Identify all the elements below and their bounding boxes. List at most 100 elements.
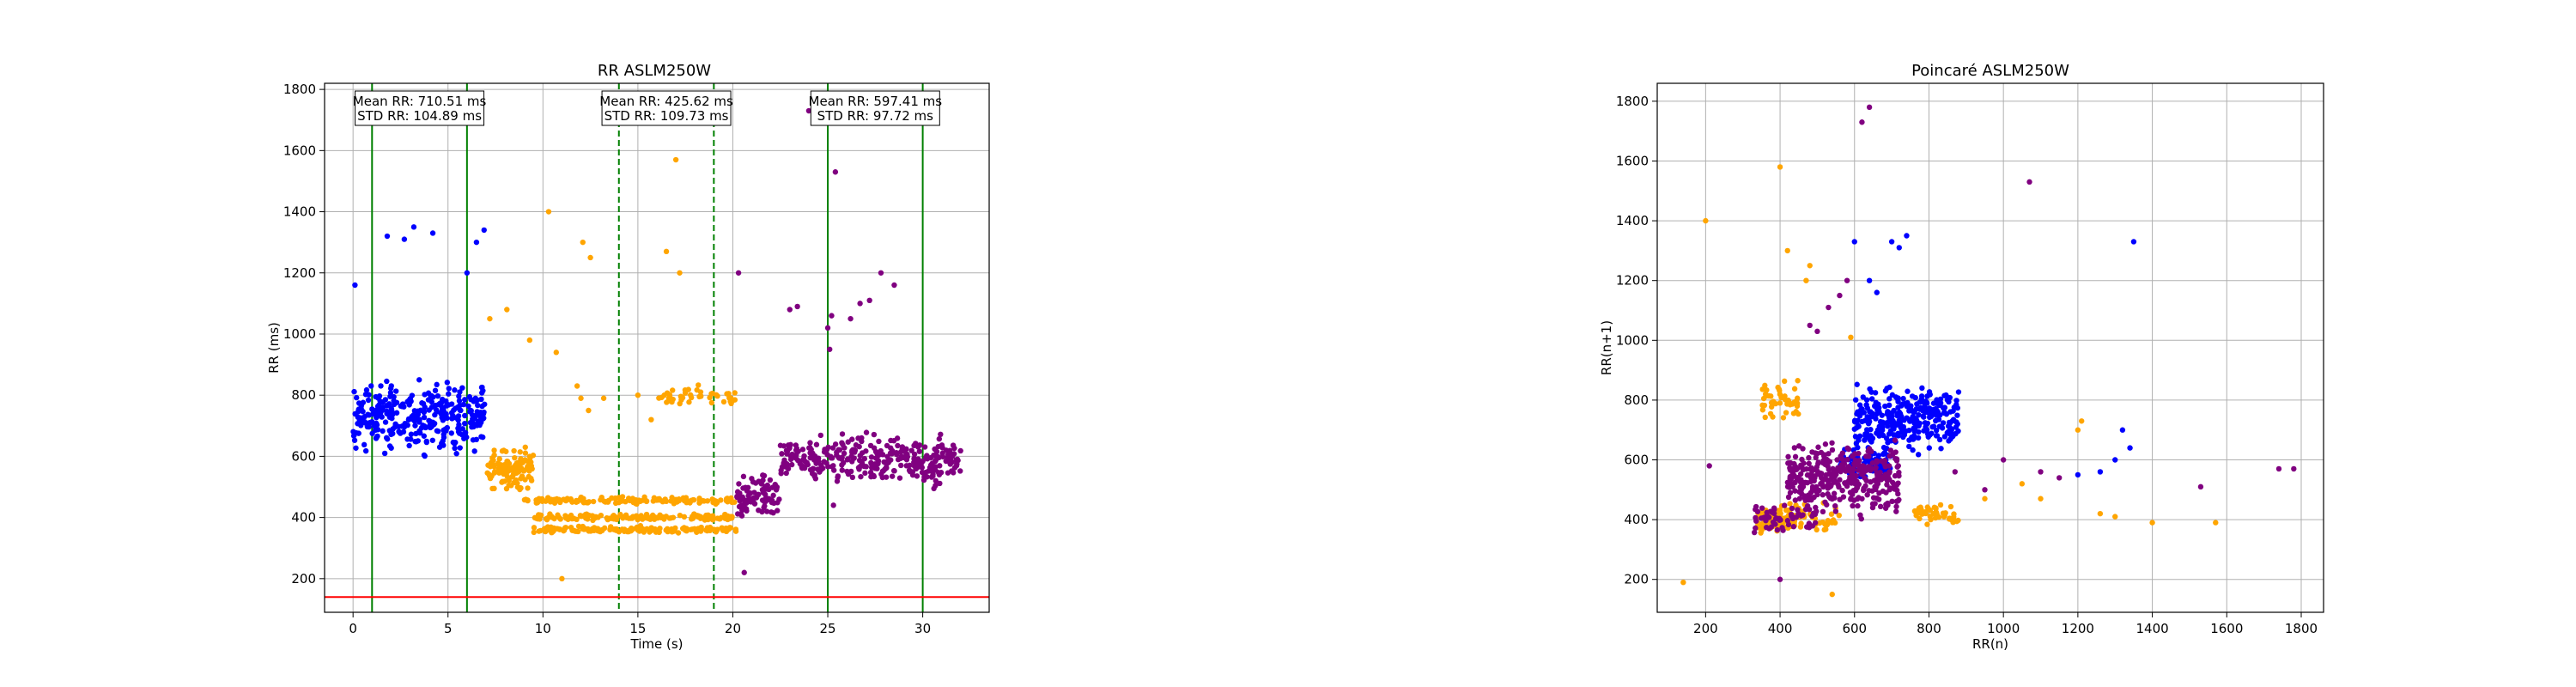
data-point	[1807, 466, 1814, 472]
data-point	[1753, 518, 1759, 524]
x-tick-label: 800	[1917, 621, 1941, 636]
data-point	[1850, 502, 1856, 509]
data-point	[1866, 488, 1872, 494]
data-point	[616, 499, 622, 506]
x-tick-label: 5	[444, 621, 453, 636]
data-point	[1886, 453, 1893, 459]
data-point	[1863, 477, 1869, 483]
data-point	[1806, 497, 1812, 503]
data-point	[598, 496, 604, 503]
data-point	[398, 403, 404, 410]
data-point	[744, 497, 750, 504]
data-point	[452, 445, 458, 452]
data-point	[736, 481, 742, 487]
data-point	[1776, 515, 1783, 522]
data-point	[1834, 457, 1840, 463]
data-point	[1832, 471, 1838, 478]
data-point	[2119, 427, 2126, 433]
data-point	[1766, 514, 1772, 520]
data-point	[770, 509, 776, 516]
data-point	[1866, 104, 1873, 111]
data-point	[907, 468, 914, 475]
data-point	[578, 513, 584, 520]
data-point	[362, 392, 369, 398]
data-point	[1789, 401, 1795, 407]
data-point	[1855, 444, 1861, 451]
data-point	[586, 499, 592, 505]
data-point	[799, 463, 805, 469]
data-point	[891, 282, 897, 289]
data-point	[815, 466, 821, 472]
data-point	[1856, 402, 1863, 408]
data-point	[895, 456, 902, 463]
data-point	[863, 464, 869, 470]
data-point	[1940, 510, 1947, 516]
data-point	[672, 156, 679, 163]
data-point	[1888, 239, 1895, 245]
data-point	[352, 282, 358, 289]
data-point	[408, 436, 414, 442]
data-point	[537, 516, 543, 522]
data-point	[1826, 304, 1832, 311]
annotation-1-std: STD RR: 104.89 ms	[357, 108, 482, 124]
data-point	[1815, 460, 1821, 467]
data-point	[823, 460, 829, 466]
data-point	[1838, 465, 1844, 471]
poincare-chart-points	[1680, 104, 2297, 598]
data-point	[936, 471, 943, 477]
data-point	[1780, 527, 1786, 533]
y-tick-label: 1000	[283, 326, 316, 342]
y-tick-label: 1200	[1616, 273, 1649, 289]
data-point	[1909, 434, 1915, 441]
data-point	[491, 485, 497, 492]
data-point	[464, 270, 471, 276]
data-point	[834, 449, 840, 455]
data-point	[1871, 403, 1878, 410]
data-point	[1825, 518, 1832, 524]
data-point	[1823, 526, 1829, 532]
data-point	[953, 463, 960, 469]
data-point	[1856, 411, 1863, 418]
data-point	[478, 384, 485, 391]
data-point	[369, 406, 375, 412]
data-point	[1982, 495, 1988, 502]
data-point	[1893, 482, 1900, 489]
data-point	[1893, 508, 1899, 514]
data-point	[1813, 454, 1819, 461]
data-point	[957, 468, 963, 474]
data-point	[1924, 521, 1930, 527]
data-point	[1771, 507, 1777, 513]
data-point	[741, 569, 747, 575]
data-point	[1893, 455, 1899, 462]
data-point	[901, 447, 907, 454]
data-point	[1784, 518, 1791, 524]
data-point	[1857, 512, 1863, 519]
data-point	[918, 461, 924, 467]
data-point	[1790, 524, 1797, 530]
poincare-chart-ticks: 200 400 600 800 1000 1200 1400 1600 1800 200 400 60…	[1616, 94, 2318, 636]
data-point	[845, 456, 851, 462]
data-point	[848, 315, 854, 322]
data-point	[421, 414, 428, 421]
data-point	[516, 460, 523, 467]
data-point	[401, 424, 408, 430]
data-point	[849, 436, 855, 442]
data-point	[1784, 247, 1790, 254]
data-point	[767, 477, 774, 483]
data-point	[950, 442, 957, 448]
data-point	[1882, 403, 1888, 410]
data-point	[1860, 487, 1867, 494]
data-point	[523, 496, 529, 502]
data-point	[1952, 469, 1959, 475]
data-point	[1830, 465, 1836, 472]
x-tick-label: 1800	[2285, 621, 2318, 636]
data-point	[452, 387, 458, 393]
poincare-chart-grid	[1657, 83, 2324, 612]
data-point	[841, 445, 848, 451]
data-point	[939, 443, 945, 449]
data-point	[718, 497, 724, 503]
data-point	[1809, 449, 1815, 455]
data-point	[448, 401, 455, 407]
data-point	[696, 495, 702, 502]
data-point	[1947, 431, 1953, 437]
